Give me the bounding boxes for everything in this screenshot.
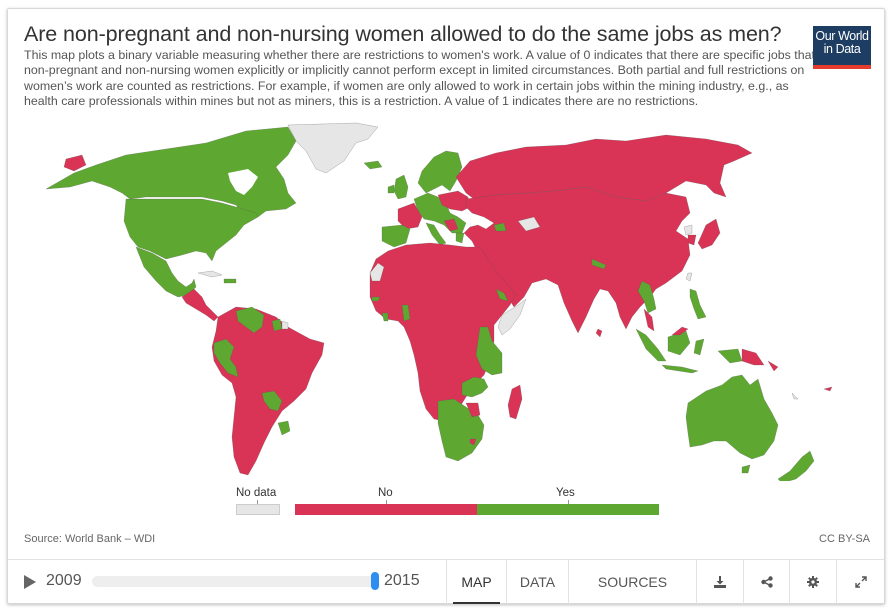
region-greenland[interactable]	[287, 122, 379, 174]
region-australia[interactable]	[685, 374, 779, 460]
region-liberia[interactable]	[381, 312, 389, 322]
region-nepal[interactable]	[591, 258, 607, 270]
region-zimbabwe[interactable]	[465, 402, 481, 418]
play-icon[interactable]	[24, 575, 36, 589]
region-lesotho[interactable]	[469, 438, 477, 446]
region-france[interactable]	[397, 202, 423, 230]
region-uruguay[interactable]	[277, 420, 291, 436]
region-scandinavia[interactable]	[417, 150, 463, 194]
legend-no-data-swatch[interactable]	[236, 504, 280, 515]
region-papua-new-guinea[interactable]	[741, 348, 765, 366]
timeline-end-year: 2015	[384, 572, 420, 589]
timeline-slider[interactable]	[92, 576, 376, 587]
tab-map[interactable]: MAP	[446, 560, 506, 604]
region-hispaniola[interactable]	[223, 278, 237, 284]
region-north-korea[interactable]	[683, 224, 693, 236]
legend-no-data-label: No data	[236, 487, 277, 499]
region-french-guiana[interactable]	[281, 320, 289, 330]
world-map[interactable]	[26, 121, 871, 481]
chart-subtitle: This map plots a binary variable measuri…	[24, 48, 815, 109]
region-somalia[interactable]	[497, 298, 527, 336]
region-laos-cambodia[interactable]	[637, 280, 657, 314]
region-peru[interactable]	[213, 338, 239, 378]
region-africa[interactable]	[369, 242, 517, 422]
region-south-korea[interactable]	[687, 234, 697, 246]
region-zambia-malawi[interactable]	[461, 376, 489, 398]
download-icon	[714, 576, 726, 588]
region-turkmenistan[interactable]	[517, 216, 541, 232]
region-mexico[interactable]	[135, 246, 197, 298]
region-japan[interactable]	[697, 218, 721, 250]
region-russia[interactable]	[455, 134, 753, 202]
chart-card: Are non-pregnant and non-nursing women a…	[7, 8, 885, 604]
region-ireland[interactable]	[387, 184, 395, 194]
region-cuba[interactable]	[197, 270, 223, 278]
region-taiwan[interactable]	[685, 272, 693, 282]
region-iberia[interactable]	[381, 224, 411, 248]
controls-bar: 2009 2015 MAP DATA SOURCES	[8, 559, 884, 604]
region-suriname[interactable]	[271, 318, 283, 332]
download-button[interactable]	[696, 560, 743, 604]
region-sumatra[interactable]	[635, 328, 667, 362]
owid-logo[interactable]: Our World in Data	[813, 26, 871, 69]
region-new-caledonia[interactable]	[791, 392, 799, 400]
legend-tick	[568, 500, 569, 504]
region-caucasus[interactable]	[493, 222, 507, 232]
region-fiji[interactable]	[823, 386, 833, 392]
region-gambia[interactable]	[371, 296, 381, 302]
region-iceland[interactable]	[363, 160, 383, 170]
fullscreen-button[interactable]	[836, 560, 884, 604]
settings-button[interactable]	[789, 560, 836, 604]
region-alaska[interactable]	[63, 154, 87, 172]
timeline-start-year: 2009	[46, 572, 82, 589]
tab-sources[interactable]: SOURCES	[568, 560, 696, 604]
region-italy[interactable]	[425, 222, 447, 246]
region-new-zealand[interactable]	[777, 450, 815, 481]
region-balkans[interactable]	[443, 218, 459, 232]
region-philippines[interactable]	[689, 288, 707, 320]
region-venezuela[interactable]	[235, 306, 265, 334]
region-west-papua[interactable]	[717, 348, 743, 364]
source-note[interactable]: Source: World Bank – WDI	[24, 533, 156, 545]
legend-no-swatch[interactable]	[295, 504, 477, 515]
region-eritrea[interactable]	[495, 288, 509, 302]
chart-title: Are non-pregnant and non-nursing women a…	[24, 22, 782, 46]
region-greece[interactable]	[455, 232, 465, 244]
region-western-sahara[interactable]	[369, 262, 385, 282]
region-united-kingdom[interactable]	[393, 174, 409, 200]
region-paraguay[interactable]	[261, 390, 283, 412]
settings-icon	[807, 576, 819, 588]
logo-accent-bar	[813, 65, 871, 69]
region-canada[interactable]	[45, 126, 297, 218]
share-icon	[760, 576, 773, 588]
legend-tick	[257, 500, 258, 504]
tab-data[interactable]: DATA	[506, 560, 568, 604]
region-solomon-islands[interactable]	[767, 360, 779, 372]
region-sulawesi[interactable]	[693, 338, 705, 356]
logo-line-2: in Data	[823, 42, 861, 56]
region-ghana[interactable]	[401, 304, 411, 322]
region-java[interactable]	[661, 364, 699, 374]
legend-yes-label: Yes	[556, 487, 575, 499]
timeline-slider-handle[interactable]	[371, 572, 379, 590]
region-sri-lanka[interactable]	[595, 328, 603, 338]
legend-tick	[386, 500, 387, 504]
map-legend: No data No Yes	[8, 487, 884, 527]
region-tasmania[interactable]	[741, 464, 751, 474]
legend-yes-swatch[interactable]	[477, 504, 659, 515]
region-east-africa[interactable]	[475, 326, 503, 376]
license-note[interactable]: CC BY-SA	[819, 533, 870, 545]
region-madagascar[interactable]	[507, 384, 523, 420]
region-peninsular-malaysia[interactable]	[643, 308, 655, 332]
region-eastern-europe[interactable]	[437, 190, 471, 212]
region-united-states[interactable]	[123, 198, 259, 262]
logo-line-1: Our World	[815, 29, 869, 43]
region-central-america[interactable]	[181, 288, 219, 322]
region-south-america[interactable]	[211, 306, 325, 476]
share-button[interactable]	[743, 560, 789, 604]
region-malaysia[interactable]	[671, 326, 689, 336]
legend-no-label: No	[378, 487, 393, 499]
fullscreen-icon	[854, 576, 867, 588]
